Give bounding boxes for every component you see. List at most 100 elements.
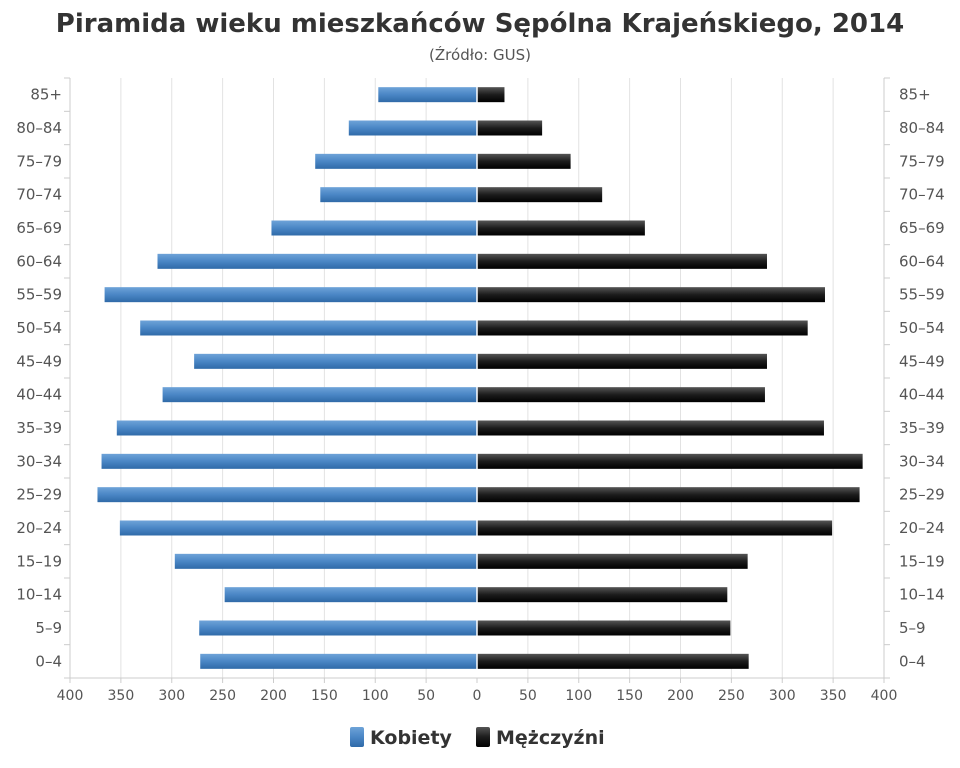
- chart-subtitle: (Źródło: GUS): [429, 45, 531, 64]
- bar-mezczyzni: [477, 187, 603, 203]
- bar-kobiety: [200, 653, 478, 669]
- category-label-right: 75–79: [899, 152, 945, 170]
- x-tick-label: 150: [311, 688, 338, 704]
- category-label-left: 30–34: [16, 452, 62, 470]
- bar-mezczyzni: [477, 620, 731, 636]
- category-labels-right: 85+ 80–84 75–79 70–74 65–69 60–64 55–59 50–54 45…: [899, 86, 945, 671]
- category-label-right: 70–74: [899, 186, 945, 204]
- x-tick-label: 50: [417, 688, 435, 704]
- category-label-left: 5–9: [35, 619, 62, 637]
- bar-mezczyzni: [477, 587, 728, 603]
- x-tick-label: 400: [57, 688, 84, 704]
- bar-kobiety: [194, 353, 477, 369]
- category-label-left: 40–44: [16, 386, 62, 404]
- category-label-left: 85+: [30, 86, 62, 104]
- category-label-right: 15–19: [899, 552, 945, 570]
- bar-mezczyzni: [477, 253, 767, 269]
- bar-kobiety: [157, 253, 477, 269]
- bar-mezczyzni: [477, 453, 863, 469]
- bar-kobiety: [378, 87, 477, 103]
- bar-kobiety: [101, 453, 477, 469]
- category-label-left: 35–39: [16, 419, 62, 437]
- x-tick-label: 50: [519, 688, 537, 704]
- category-label-left: 75–79: [16, 152, 62, 170]
- x-tick-label: 400: [871, 688, 898, 704]
- x-tick-label: 250: [718, 688, 745, 704]
- x-tick-label: 350: [108, 688, 135, 704]
- x-axis-tick-labels: 400 350 300 250 200 150 100 50 0 50 100 150 200 250 30…: [57, 688, 898, 704]
- category-label-right: 20–24: [899, 519, 945, 537]
- bar-kobiety: [224, 587, 477, 603]
- x-tick-label: 300: [158, 688, 185, 704]
- category-label-left: 50–54: [16, 319, 62, 337]
- bars: [97, 78, 863, 678]
- category-label-right: 35–39: [899, 419, 945, 437]
- legend-swatch-kobiety: [350, 727, 364, 747]
- category-label-right: 45–49: [899, 352, 945, 370]
- category-label-right: 80–84: [899, 119, 945, 137]
- category-label-right: 0–4: [899, 652, 926, 670]
- bar-kobiety: [348, 120, 477, 136]
- category-labels-left: 85+ 80–84 75–79 70–74 65–69 60–64 55–59 50–54 45…: [16, 86, 62, 671]
- category-label-right: 10–14: [899, 586, 945, 604]
- category-label-right: 55–59: [899, 286, 945, 304]
- category-label-left: 60–64: [16, 252, 62, 270]
- category-label-right: 5–9: [899, 619, 926, 637]
- x-tick-label: 350: [820, 688, 847, 704]
- bar-mezczyzni: [477, 420, 824, 436]
- x-tick-label: 150: [616, 688, 643, 704]
- x-tick-label: 250: [209, 688, 236, 704]
- category-label-right: 40–44: [899, 386, 945, 404]
- category-label-right: 85+: [899, 86, 931, 104]
- bar-mezczyzni: [477, 353, 767, 369]
- bar-kobiety: [162, 387, 477, 403]
- bar-kobiety: [174, 553, 478, 569]
- x-tick-label: 200: [667, 688, 694, 704]
- bar-mezczyzni: [477, 153, 571, 169]
- category-label-left: 15–19: [16, 552, 62, 570]
- category-label-left: 70–74: [16, 186, 62, 204]
- category-label-left: 80–84: [16, 119, 62, 137]
- category-label-right: 65–69: [899, 219, 945, 237]
- category-label-left: 25–29: [16, 486, 62, 504]
- chart-title: Piramida wieku mieszkańców Sępólna Kraje…: [56, 9, 904, 39]
- bar-kobiety: [140, 320, 477, 336]
- bar-kobiety: [199, 620, 477, 636]
- category-label-right: 50–54: [899, 319, 945, 337]
- x-tick-label: 0: [473, 688, 482, 704]
- category-label-left: 10–14: [16, 586, 62, 604]
- bar-mezczyzni: [477, 320, 808, 336]
- bar-mezczyzni: [477, 653, 749, 669]
- legend: Kobiety Mężczyźni: [350, 727, 605, 749]
- category-label-left: 0–4: [35, 652, 62, 670]
- legend-label-mezczyzni[interactable]: Mężczyźni: [496, 727, 605, 749]
- category-label-right: 25–29: [899, 486, 945, 504]
- bar-kobiety: [104, 287, 477, 303]
- category-label-left: 65–69: [16, 219, 62, 237]
- x-tick-label: 100: [362, 688, 389, 704]
- bar-kobiety: [119, 520, 478, 536]
- x-tick-label: 200: [260, 688, 287, 704]
- category-label-left: 20–24: [16, 519, 62, 537]
- category-label-right: 60–64: [899, 252, 945, 270]
- bar-mezczyzni: [477, 87, 505, 103]
- bar-kobiety: [320, 187, 477, 203]
- legend-swatch-mezczyzni: [476, 727, 490, 747]
- legend-label-kobiety[interactable]: Kobiety: [370, 727, 453, 749]
- x-tick-label: 300: [769, 688, 796, 704]
- bar-kobiety: [116, 420, 478, 436]
- bar-mezczyzni: [477, 220, 645, 236]
- bar-mezczyzni: [477, 287, 825, 303]
- bar-kobiety: [271, 220, 477, 236]
- bar-kobiety: [315, 153, 477, 169]
- category-label-left: 45–49: [16, 352, 62, 370]
- category-label-left: 55–59: [16, 286, 62, 304]
- grid-lines: [120, 78, 834, 678]
- bar-kobiety: [97, 487, 477, 503]
- x-tick-label: 100: [565, 688, 592, 704]
- axes: [64, 77, 890, 683]
- bar-mezczyzni: [477, 487, 860, 503]
- bar-mezczyzni: [477, 520, 833, 536]
- bar-mezczyzni: [477, 387, 765, 403]
